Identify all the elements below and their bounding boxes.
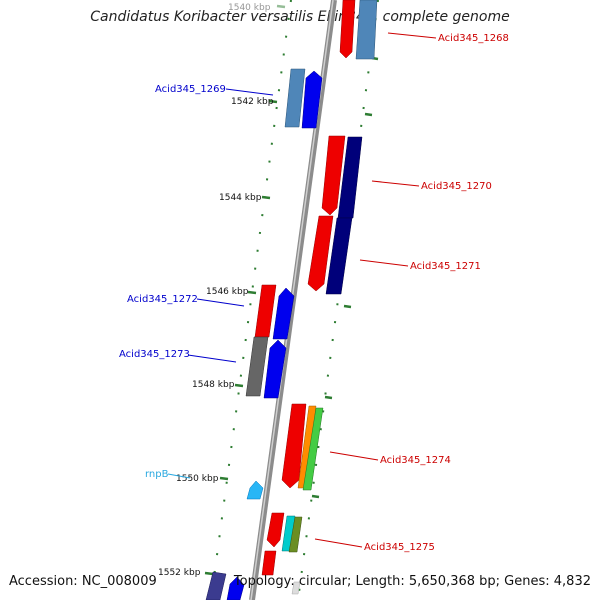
leader-line [329,451,379,461]
gene-feature[interactable] [266,512,285,548]
gene-feature[interactable] [325,217,353,295]
gene-label[interactable]: rnpB [145,469,169,480]
gene-feature[interactable] [272,287,295,340]
label-leaders [167,32,437,548]
gene-label[interactable]: Acid345_1270 [421,181,492,192]
gene-feature[interactable] [281,403,307,489]
gene-features-inner [205,68,323,600]
tick-label: 1548 kbp [192,380,235,390]
tick-mark [247,290,257,295]
topology-text: Topology: circular; Length: 5,650,368 bp… [233,574,591,589]
leader-line [196,298,245,307]
accession-text: Accession: NC_008009 [9,574,157,589]
leader-line [225,88,274,96]
tick-mark [219,476,229,481]
tick-label: 1546 kbp [206,287,249,297]
gene-label[interactable]: Acid345_1268 [438,33,509,44]
leader-line [167,473,191,479]
tick-mark-outer [343,304,352,309]
gene-feature[interactable] [205,571,227,600]
gene-feature[interactable] [339,0,356,59]
leader-line [187,354,237,363]
gene-feature[interactable] [263,339,287,399]
tick-mark [276,4,286,9]
gene-feature[interactable] [302,407,324,491]
tick-label: 1542 kbp [231,97,274,107]
inner-ring-guide [210,0,292,600]
tick-mark [261,195,271,200]
leader-line [359,259,409,267]
tick-label: 1544 kbp [219,193,262,203]
map-title: Candidatus Koribacter versatilis Ellin34… [90,9,510,25]
tick-label: 1550 kbp [176,474,219,484]
tick-mark [204,571,214,576]
gene-features [261,0,378,595]
gene-feature[interactable] [291,581,301,595]
gene-label[interactable]: Acid345_1274 [380,455,451,466]
outer-ring-guide [297,0,379,600]
tick-marks [204,4,379,576]
gene-feature[interactable] [261,550,277,576]
gene-feature[interactable] [245,336,269,397]
gene-feature[interactable] [337,136,363,219]
gene-feature[interactable] [226,576,245,600]
gene-feature[interactable] [288,516,303,553]
gene-feature[interactable] [284,68,306,128]
gene-label[interactable]: Acid345_1272 [127,294,198,305]
gene-feature[interactable] [355,0,378,60]
leader-line [314,538,363,548]
gene-label[interactable]: Acid345_1275 [364,542,435,553]
gene-feature[interactable] [254,284,277,338]
gene-label[interactable]: Acid345_1269 [155,84,226,95]
tick-mark-outer [311,494,320,499]
gene-label[interactable]: Acid345_1271 [410,261,481,272]
tick-label: 1540 kbp [228,3,271,13]
tick-mark [268,99,278,104]
gene-feature[interactable] [246,480,264,500]
gene-label[interactable]: Acid345_1273 [119,349,190,360]
leader-line [371,180,420,187]
leader-line [387,32,437,39]
tick-mark [234,383,244,388]
tick-label: 1552 kbp [158,568,201,578]
tick-mark-outer [324,395,333,400]
tick-mark-outer [364,112,373,117]
gene-feature[interactable] [321,135,346,216]
gene-feature[interactable] [307,215,334,292]
gene-feature[interactable] [301,70,323,129]
